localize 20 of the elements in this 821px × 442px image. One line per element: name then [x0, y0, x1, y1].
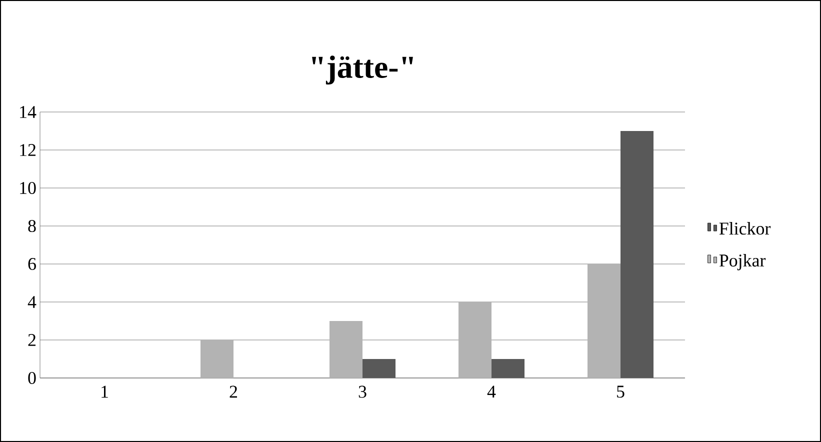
legend-label: Flickor: [719, 222, 771, 235]
y-tick-label: 2: [28, 334, 36, 346]
y-tick-label: 4: [28, 296, 36, 308]
bar: [200, 340, 234, 378]
y-tick-label: 0: [28, 372, 36, 384]
x-tick-label: 5: [617, 386, 624, 398]
y-tick-label: 6: [28, 258, 36, 270]
x-tick-label: 1: [102, 386, 108, 398]
bar: [588, 264, 621, 378]
bar: [330, 320, 363, 378]
x-tick-label: 2: [230, 386, 238, 398]
y-tick-label: 14: [20, 106, 36, 118]
x-tick-label: 4: [487, 386, 496, 398]
legend-label: Pojkar: [719, 254, 766, 270]
y-tick-label: 8: [28, 220, 36, 232]
x-tick-label: 3: [358, 386, 366, 398]
chart-title: "jätte-": [312, 56, 413, 84]
y-tick-label: 10: [20, 182, 36, 194]
bar: [458, 302, 492, 378]
y-tick-label: 12: [20, 144, 36, 156]
